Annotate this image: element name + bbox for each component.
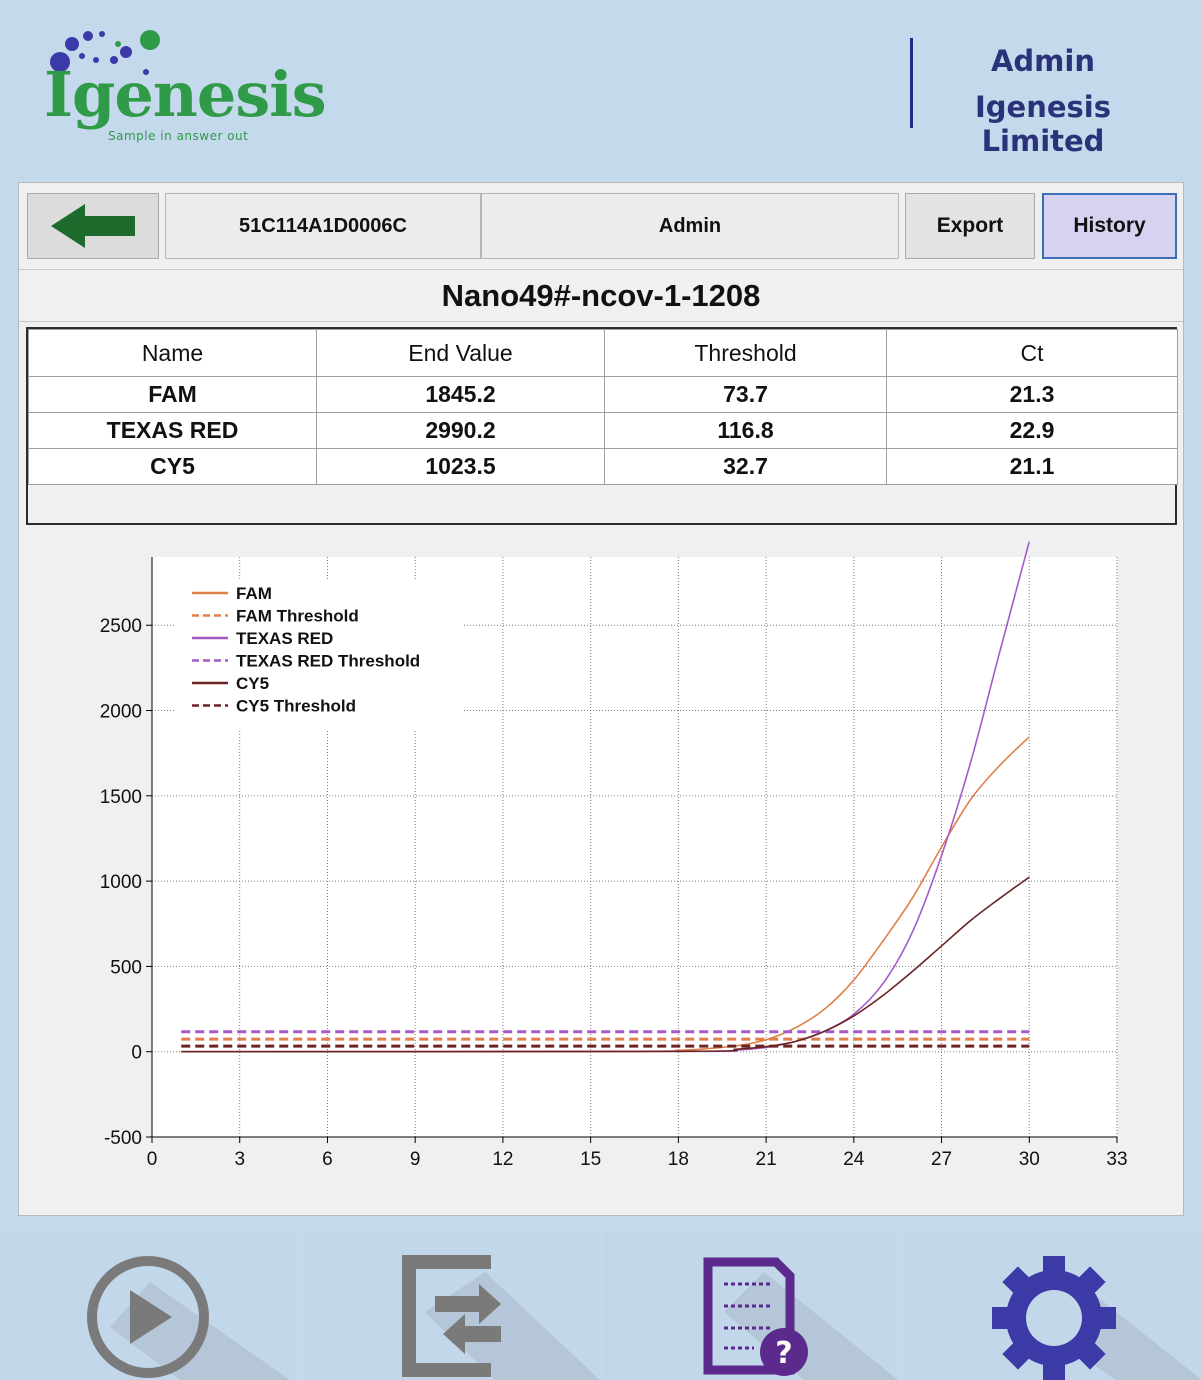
company-name: Igenesis Limited (975, 90, 1111, 158)
table-header-row: Name End Value Threshold Ct (28, 329, 1178, 377)
cell-name: FAM (28, 376, 317, 413)
series-line-cy5 (181, 876, 1030, 1053)
y-tick-label: 500 (110, 957, 142, 978)
results-table-frame: Name End Value Threshold Ct FAM 1845.2 7… (26, 327, 1178, 525)
results-table: Name End Value Threshold Ct FAM 1845.2 7… (28, 329, 1178, 485)
x-tick-label: 33 (1106, 1149, 1127, 1170)
legend-box (174, 579, 464, 729)
x-tick-label: 15 (580, 1149, 601, 1170)
x-tick-label: 12 (492, 1149, 513, 1170)
x-tick-label: 0 (147, 1149, 158, 1170)
company-logo: Igenesis Sample in answer out (40, 22, 327, 152)
x-tick-label: 3 (234, 1149, 245, 1170)
column-header-threshold: Threshold (604, 329, 887, 377)
cell-end-value: 1845.2 (316, 376, 605, 413)
x-tick-label: 24 (843, 1149, 865, 1170)
app-header: Igenesis Sample in answer out Admin Igen… (0, 0, 1202, 168)
history-button[interactable]: History (1042, 193, 1177, 259)
logo-tagline: Sample in answer out (108, 129, 249, 143)
y-tick-label: 1500 (100, 787, 142, 808)
legend-label: CY5 Threshold (236, 697, 356, 716)
y-tick-label: 0 (131, 1043, 142, 1064)
result-panel: 51C114A1D0006C Admin Export History Nano… (18, 182, 1184, 1216)
legend-label: CY5 (236, 674, 269, 693)
table-row[interactable]: TEXAS RED 2990.2 116.8 22.9 (28, 412, 1178, 449)
cell-threshold: 73.7 (604, 376, 887, 413)
cell-name: CY5 (28, 448, 317, 485)
x-tick-label: 21 (756, 1149, 777, 1170)
cell-ct: 22.9 (886, 412, 1178, 449)
cell-threshold: 116.8 (604, 412, 887, 449)
chart-svg: 0 3 6 9 12 15 18 21 24 27 30 33-5000500100015002000… (100, 541, 1128, 1170)
table-row[interactable]: CY5 1023.5 32.7 21.1 (28, 448, 1178, 485)
run-title: Nano49#-ncov-1-1208 (19, 271, 1183, 322)
y-tick-label: 2000 (100, 702, 142, 723)
cell-end-value: 1023.5 (316, 448, 605, 485)
transfer-icon (402, 1255, 600, 1380)
cell-name: TEXAS RED (28, 412, 317, 449)
nav-run-button[interactable] (0, 1232, 296, 1380)
legend-label: TEXAS RED (236, 629, 333, 648)
table-row[interactable]: FAM 1845.2 73.7 21.3 (28, 376, 1178, 413)
play-icon (87, 1256, 290, 1380)
column-header-name: Name (28, 329, 317, 377)
cell-threshold: 32.7 (604, 448, 887, 485)
toolbar: 51C114A1D0006C Admin Export History (19, 183, 1183, 270)
cell-ct: 21.1 (886, 448, 1178, 485)
report-help-icon: ? (703, 1257, 898, 1380)
device-serial: 51C114A1D0006C (165, 193, 481, 259)
back-button[interactable] (27, 193, 159, 259)
y-tick-label: -500 (104, 1128, 142, 1149)
cell-end-value: 2990.2 (316, 412, 605, 449)
y-tick-label: 1000 (100, 872, 142, 893)
logo-wordmark: Igenesis (44, 58, 327, 131)
cell-ct: 21.3 (886, 376, 1178, 413)
amplification-chart: 0 3 6 9 12 15 18 21 24 27 30 33 -500 0 500 1000 1500 2000… (19, 533, 1183, 1213)
logged-in-user: Admin (990, 44, 1095, 78)
gear-icon (992, 1256, 1202, 1380)
operator-name: Admin (481, 193, 899, 259)
nav-report-button[interactable]: ? (604, 1232, 898, 1380)
x-tick-label: 18 (668, 1149, 689, 1170)
x-tick-label: 27 (931, 1149, 952, 1170)
column-header-end-value: End Value (316, 329, 605, 377)
legend-label: TEXAS RED Threshold (236, 652, 420, 671)
x-tick-label: 6 (322, 1149, 333, 1170)
column-header-ct: Ct (886, 329, 1178, 377)
nav-settings-button[interactable] (906, 1232, 1202, 1380)
x-tick-label: 9 (410, 1149, 421, 1170)
back-arrow-icon (51, 204, 135, 248)
legend-label: FAM Threshold (236, 607, 359, 626)
y-tick-label: 2500 (100, 616, 142, 637)
logo-dots (50, 30, 160, 75)
x-tick-label: 30 (1019, 1149, 1040, 1170)
svg-text:?: ? (775, 1336, 792, 1371)
export-button[interactable]: Export (905, 193, 1035, 259)
nav-transfer-button[interactable] (305, 1232, 600, 1380)
legend-label: FAM (236, 584, 272, 603)
header-divider (910, 38, 913, 128)
